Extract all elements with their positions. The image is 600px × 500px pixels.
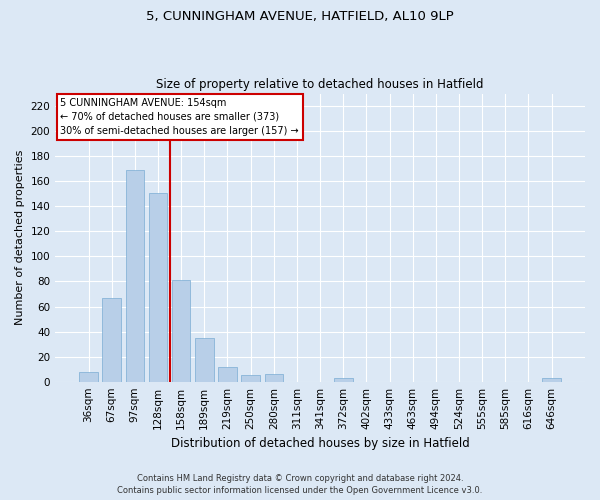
Bar (265, 374, 283, 382)
Bar (195, 338, 214, 382)
Text: 5 CUNNINGHAM AVENUE: 154sqm
← 70% of detached houses are smaller (373)
30% of se: 5 CUNNINGHAM AVENUE: 154sqm ← 70% of det… (61, 98, 299, 136)
Bar (79, 372, 98, 382)
Text: 5, CUNNINGHAM AVENUE, HATFIELD, AL10 9LP: 5, CUNNINGHAM AVENUE, HATFIELD, AL10 9LP (146, 10, 454, 23)
X-axis label: Distribution of detached houses by size in Hatfield: Distribution of detached houses by size … (171, 437, 469, 450)
Y-axis label: Number of detached properties: Number of detached properties (15, 150, 25, 326)
Bar (149, 192, 167, 382)
Bar (125, 170, 144, 382)
Bar (172, 280, 190, 382)
Title: Size of property relative to detached houses in Hatfield: Size of property relative to detached ho… (157, 78, 484, 91)
Bar (334, 378, 353, 382)
Bar (241, 376, 260, 382)
Bar (218, 366, 237, 382)
Bar (542, 378, 561, 382)
Bar (103, 298, 121, 382)
Text: Contains HM Land Registry data © Crown copyright and database right 2024.
Contai: Contains HM Land Registry data © Crown c… (118, 474, 482, 495)
